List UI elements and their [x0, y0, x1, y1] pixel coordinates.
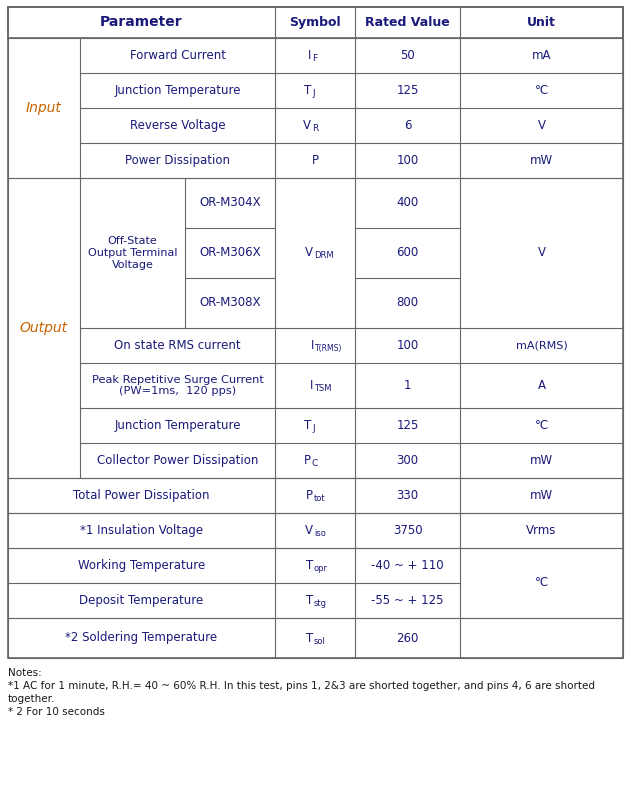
Text: Working Temperature: Working Temperature — [78, 559, 205, 572]
Text: Vrms: Vrms — [526, 524, 557, 537]
Text: °C: °C — [534, 576, 548, 590]
Text: -55 ~ + 125: -55 ~ + 125 — [371, 594, 444, 607]
Text: tot: tot — [314, 494, 326, 503]
Text: OR-M304X: OR-M304X — [199, 196, 261, 210]
Bar — [8, 7, 623, 658]
Text: °C: °C — [534, 419, 548, 432]
Text: mW: mW — [530, 454, 553, 467]
Text: T: T — [306, 559, 313, 572]
Text: 1: 1 — [404, 379, 411, 392]
Text: 125: 125 — [396, 419, 419, 432]
Text: 800: 800 — [396, 297, 418, 309]
Text: P: P — [312, 154, 319, 167]
Text: 3750: 3750 — [392, 524, 422, 537]
Text: Symbol: Symbol — [289, 16, 341, 29]
Text: Reverse Voltage: Reverse Voltage — [130, 119, 225, 132]
Text: F: F — [312, 54, 317, 63]
Text: TSM: TSM — [314, 384, 331, 393]
Text: 100: 100 — [396, 154, 418, 167]
Text: 125: 125 — [396, 84, 419, 97]
Text: J: J — [312, 89, 315, 98]
Text: P: P — [306, 489, 313, 502]
Text: T: T — [304, 419, 311, 432]
Text: 260: 260 — [396, 631, 419, 644]
Bar — [8, 618, 623, 658]
Text: mW: mW — [530, 154, 553, 167]
Text: DRM: DRM — [314, 251, 334, 261]
Text: -40 ~ + 110: -40 ~ + 110 — [371, 559, 444, 572]
Text: 50: 50 — [400, 49, 415, 62]
Text: Deposit Temperature: Deposit Temperature — [80, 594, 204, 607]
Text: Forward Current: Forward Current — [129, 49, 225, 62]
Text: Rated Value: Rated Value — [365, 16, 450, 29]
Text: 300: 300 — [396, 454, 418, 467]
Text: Junction Temperature: Junction Temperature — [114, 84, 241, 97]
Text: P: P — [304, 454, 311, 467]
Text: mW: mW — [530, 489, 553, 502]
Text: A: A — [538, 379, 546, 392]
Text: 6: 6 — [404, 119, 411, 132]
Text: OR-M306X: OR-M306X — [199, 246, 261, 260]
Text: Junction Temperature: Junction Temperature — [114, 419, 241, 432]
Text: 600: 600 — [396, 246, 418, 260]
Text: stg: stg — [314, 599, 327, 608]
Text: Collector Power Dissipation: Collector Power Dissipation — [97, 454, 258, 467]
Text: I: I — [310, 379, 313, 392]
Text: together.: together. — [8, 694, 56, 704]
Text: T: T — [306, 594, 313, 607]
Text: Notes:: Notes: — [8, 668, 42, 678]
Text: mA: mA — [532, 49, 551, 62]
Text: Input: Input — [26, 101, 62, 115]
Text: Parameter: Parameter — [100, 16, 183, 30]
Bar — [8, 513, 623, 548]
Text: *1 Insulation Voltage: *1 Insulation Voltage — [80, 524, 203, 537]
Text: Off-State
Output Terminal
Voltage: Off-State Output Terminal Voltage — [88, 236, 177, 269]
Text: I: I — [308, 49, 311, 62]
Text: Total Power Dissipation: Total Power Dissipation — [73, 489, 209, 502]
Text: V: V — [305, 524, 313, 537]
Text: V: V — [538, 246, 546, 260]
Text: J: J — [312, 424, 315, 433]
Text: opr: opr — [314, 564, 328, 573]
Text: V: V — [303, 119, 311, 132]
Bar — [8, 548, 623, 618]
Text: T(RMS): T(RMS) — [315, 344, 343, 353]
Text: Output: Output — [20, 321, 68, 335]
Bar — [8, 478, 623, 513]
Text: *2 Soldering Temperature: *2 Soldering Temperature — [66, 631, 218, 644]
Bar — [8, 178, 623, 478]
Text: V: V — [305, 246, 313, 260]
Text: mA(RMS): mA(RMS) — [516, 341, 567, 350]
Text: V: V — [538, 119, 546, 132]
Bar — [8, 38, 623, 178]
Text: 400: 400 — [396, 196, 418, 210]
Text: 100: 100 — [396, 339, 418, 352]
Bar — [8, 7, 623, 38]
Text: *1 AC for 1 minute, R.H.= 40 ~ 60% R.H. In this test, pins 1, 2&3 are shorted to: *1 AC for 1 minute, R.H.= 40 ~ 60% R.H. … — [8, 681, 595, 691]
Text: °C: °C — [534, 84, 548, 97]
Text: 330: 330 — [396, 489, 418, 502]
Text: Power Dissipation: Power Dissipation — [125, 154, 230, 167]
Text: Unit: Unit — [527, 16, 556, 29]
Text: sol: sol — [314, 637, 326, 645]
Text: R: R — [312, 124, 318, 133]
Text: Peak Repetitive Surge Current
(PW=1ms,  120 pps): Peak Repetitive Surge Current (PW=1ms, 1… — [91, 374, 263, 396]
Text: C: C — [312, 459, 318, 468]
Text: I: I — [310, 339, 314, 352]
Text: T: T — [304, 84, 311, 97]
Text: * 2 For 10 seconds: * 2 For 10 seconds — [8, 707, 105, 717]
Text: OR-M308X: OR-M308X — [199, 297, 261, 309]
Text: iso: iso — [314, 529, 326, 538]
Text: On state RMS current: On state RMS current — [114, 339, 241, 352]
Text: T: T — [306, 631, 313, 644]
